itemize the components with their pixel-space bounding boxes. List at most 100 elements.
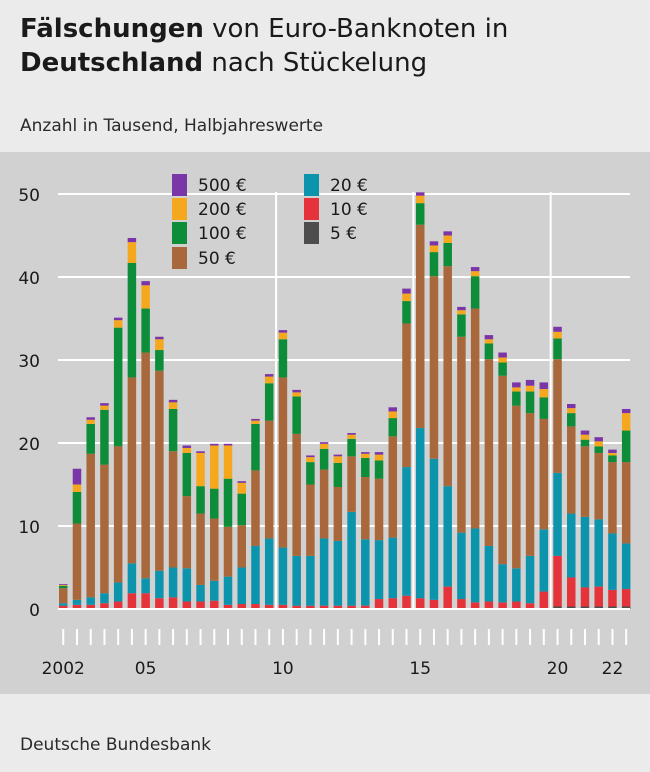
bar-segment (182, 568, 192, 602)
bar-segment (155, 598, 164, 609)
bar-segment (388, 418, 398, 437)
bar-segment (141, 285, 150, 309)
bar-segment (72, 468, 82, 485)
bar-segment (278, 339, 288, 378)
bar-segment (621, 413, 631, 431)
bar-segment (388, 407, 398, 412)
bar-segment (223, 604, 233, 609)
bar-segment (621, 543, 631, 590)
bar-segment (278, 332, 288, 340)
bar-segment (127, 377, 137, 564)
bar-segment (278, 604, 288, 609)
bar-segment (127, 262, 137, 378)
bar-segment (223, 445, 233, 479)
bar-segment (361, 477, 370, 540)
bar-segment (415, 203, 425, 225)
bar-segment (553, 331, 562, 339)
bar-segment (525, 385, 535, 392)
y-tick-label: 40 (18, 269, 40, 289)
bar-segment (580, 434, 590, 440)
bar-segment (278, 377, 288, 548)
bar-segment (251, 604, 260, 609)
bar-segment (113, 582, 123, 602)
bar-segment (237, 567, 246, 605)
bar-segment (127, 593, 137, 609)
bar-segment (539, 397, 549, 419)
bar-segment (361, 457, 370, 478)
bar-segment (429, 245, 439, 253)
bar-segment (470, 528, 480, 603)
bar-segment (621, 430, 631, 463)
bar-segment (388, 411, 398, 419)
bar-segment (539, 389, 549, 398)
bar-segment (306, 605, 315, 609)
legend-label: 5 € (330, 224, 357, 244)
bar-segment (86, 604, 95, 609)
bar-segment (594, 452, 603, 520)
bar-segment (319, 443, 329, 449)
y-tick-label: 10 (18, 518, 40, 538)
bar-segment (498, 602, 507, 609)
bar-segment (237, 493, 246, 526)
bar-segment (470, 308, 480, 529)
bar-segment (333, 454, 343, 457)
bar-segment (553, 472, 562, 556)
chart-subtitle: Anzahl in Tausend, Halbjahreswerte (20, 116, 324, 136)
bar-segment (347, 433, 356, 435)
legend-swatch (304, 222, 319, 244)
bar-segment (567, 408, 576, 414)
bar-segment (333, 605, 343, 609)
bar-segment (72, 491, 82, 524)
bar-segment (292, 605, 301, 609)
bar-segment (567, 606, 576, 609)
bar-segment (580, 446, 590, 517)
x-tick-label: 22 (602, 659, 624, 679)
y-tick-label: 0 (29, 601, 40, 621)
bar-segment (484, 601, 494, 609)
legend-label: 20 € (330, 176, 368, 196)
bar-segment (292, 433, 301, 556)
bar-segment (402, 467, 411, 596)
bar-segment (100, 409, 109, 465)
title-rest-1: von Euro-Banknoten in (203, 14, 509, 44)
bar-segment (361, 452, 370, 454)
bar-segment (580, 606, 590, 609)
bar-segment (512, 391, 521, 406)
x-tick-label: 10 (272, 659, 294, 679)
bar-segment (347, 511, 356, 606)
bar-segment (59, 605, 68, 609)
bar-segment (264, 376, 274, 384)
bar-segment (457, 599, 466, 609)
bar-segment (429, 241, 439, 246)
bar-segment (347, 605, 356, 609)
bar-segment (182, 445, 192, 448)
bar-segment (182, 496, 192, 569)
bar-segment (155, 336, 164, 340)
bar-segment (141, 593, 150, 609)
bar-segment (155, 570, 164, 599)
bar-segment (86, 597, 95, 605)
bar-segment (251, 418, 260, 421)
bar-segment (59, 585, 68, 589)
bar-segment (306, 455, 315, 458)
bar-segment (59, 588, 68, 604)
bar-segment (196, 486, 205, 514)
bar-segment (251, 423, 260, 471)
bar-segment (210, 445, 219, 489)
bar-segment (608, 455, 617, 463)
bar-segment (319, 448, 329, 470)
bar-segment (374, 599, 384, 609)
y-tick-label: 20 (18, 435, 40, 455)
bar-segment (223, 526, 233, 577)
bar-segment (168, 399, 178, 403)
bar-segment (553, 326, 562, 332)
bar-segment (470, 271, 480, 277)
bar-segment (608, 462, 617, 534)
bar-segment (484, 343, 494, 360)
bar-segment (223, 443, 233, 446)
bar-segment (196, 601, 205, 609)
bar-segment (429, 252, 439, 277)
bar-segment (292, 392, 301, 397)
bar-segment (402, 323, 411, 468)
bar-segment (237, 482, 246, 494)
